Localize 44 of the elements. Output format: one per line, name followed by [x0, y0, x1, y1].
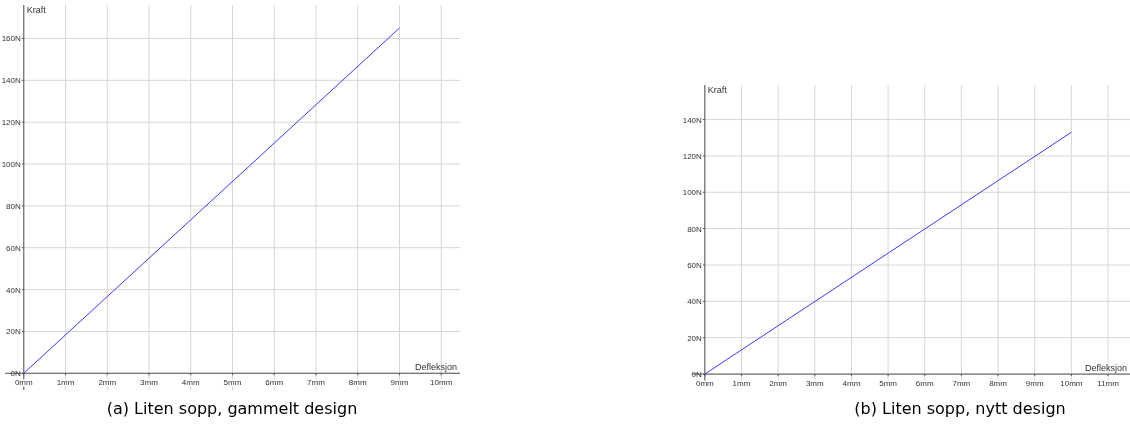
x-tick-label: 8mm	[989, 379, 1008, 389]
x-tick-label: 6mm	[265, 378, 284, 388]
y-axis-title: Kraft	[707, 85, 728, 95]
x-tick-label: 11mm	[1097, 379, 1120, 389]
x-tick-label: 4mm	[842, 379, 861, 389]
x-tick-label: 10mm	[430, 378, 453, 388]
text: (b) Liten sopp, nytt design	[854, 399, 1066, 418]
y-tick-label: 80N	[6, 201, 21, 211]
x-tick-label: 10mm	[1060, 379, 1083, 389]
x-tick-label: 3mm	[805, 379, 825, 389]
x-tick-label: 5mm	[879, 379, 898, 389]
x-tick-label: 1mm	[732, 379, 751, 389]
x-tick-label: 4mm	[181, 378, 200, 388]
y-tick-label: 0N	[691, 370, 703, 380]
x-tick-label: 7mm	[952, 379, 971, 389]
y-tick-label: 20N	[6, 327, 21, 337]
y-axis-title: Kraft	[26, 5, 47, 15]
x-tick-label: 9mm	[1025, 379, 1044, 389]
x-axis-title: Defleksjon	[1084, 363, 1127, 374]
y-tick-label: 80N	[687, 224, 703, 234]
text: (a) Liten sopp, gammelt design	[106, 399, 358, 418]
x-tick-label: 7mm	[307, 378, 326, 388]
y-tick-label: 100N	[1, 160, 22, 170]
x-tick-label: 9mm	[390, 378, 409, 388]
y-tick-label: 40N	[687, 297, 703, 307]
x-tick-label: 0mm	[695, 379, 715, 389]
x-tick-label: 1mm	[56, 378, 75, 388]
y-tick-label: 160N	[1, 34, 22, 44]
y-tick-label: 60N	[6, 243, 21, 253]
y-tick-label: 100N	[682, 188, 703, 198]
y-tick-label: 60N	[687, 261, 703, 270]
y-tick-label: 120N	[1, 118, 22, 128]
x-tick-label: 8mm	[348, 378, 367, 388]
y-tick-label: 40N	[6, 285, 21, 295]
y-tick-label: 140N	[682, 115, 703, 125]
y-tick-label: 20N	[687, 333, 703, 343]
x-tick-label: 5mm	[223, 378, 242, 388]
x-axis-title: Defleksjon	[414, 362, 457, 373]
x-tick-label: 2mm	[98, 378, 117, 388]
x-tick-label: 3mm	[140, 378, 159, 388]
y-tick-label: 140N	[1, 76, 22, 86]
x-tick-label: 6mm	[915, 379, 934, 389]
x-tick-label: 2mm	[769, 379, 788, 389]
y-tick-label: 120N	[682, 151, 703, 161]
